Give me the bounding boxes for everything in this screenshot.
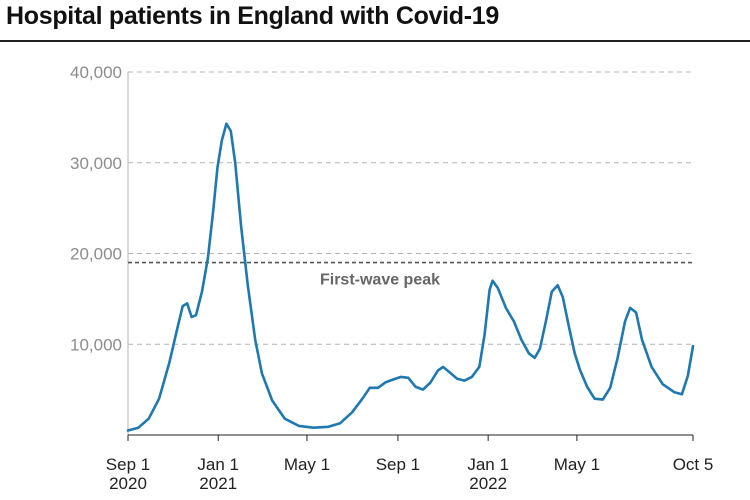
y-tick-label: 40,000 (70, 63, 122, 82)
x-tick-label: Sep 1 (106, 455, 150, 474)
x-tick-label: May 1 (554, 455, 600, 474)
x-tick-year-label: 2022 (469, 474, 507, 493)
series-line (126, 122, 695, 432)
reference-line-label: First-wave peak (320, 272, 440, 289)
x-tick-label: Jan 1 (467, 455, 509, 474)
x-tick-year-label: 2020 (109, 474, 147, 493)
y-tick-label: 10,000 (70, 335, 122, 354)
y-tick-label: 30,000 (70, 154, 122, 173)
x-tick-year-label: 2021 (199, 474, 237, 493)
gridlines (127, 71, 693, 436)
series-group (126, 122, 695, 432)
x-tick-label: Jan 1 (197, 455, 239, 474)
title-divider (0, 40, 750, 42)
x-tick-label: May 1 (284, 455, 330, 474)
x-tick-label: Sep 1 (376, 455, 420, 474)
y-tick-label: 20,000 (70, 245, 122, 264)
x-tick-label: Oct 5 (673, 455, 714, 474)
reference-line-group: First-wave peak (128, 261, 693, 289)
chart-title: Hospital patients in England with Covid-… (6, 2, 499, 30)
y-axis-ticks: 10,000 20,000 30,000 40,000 (70, 63, 122, 354)
